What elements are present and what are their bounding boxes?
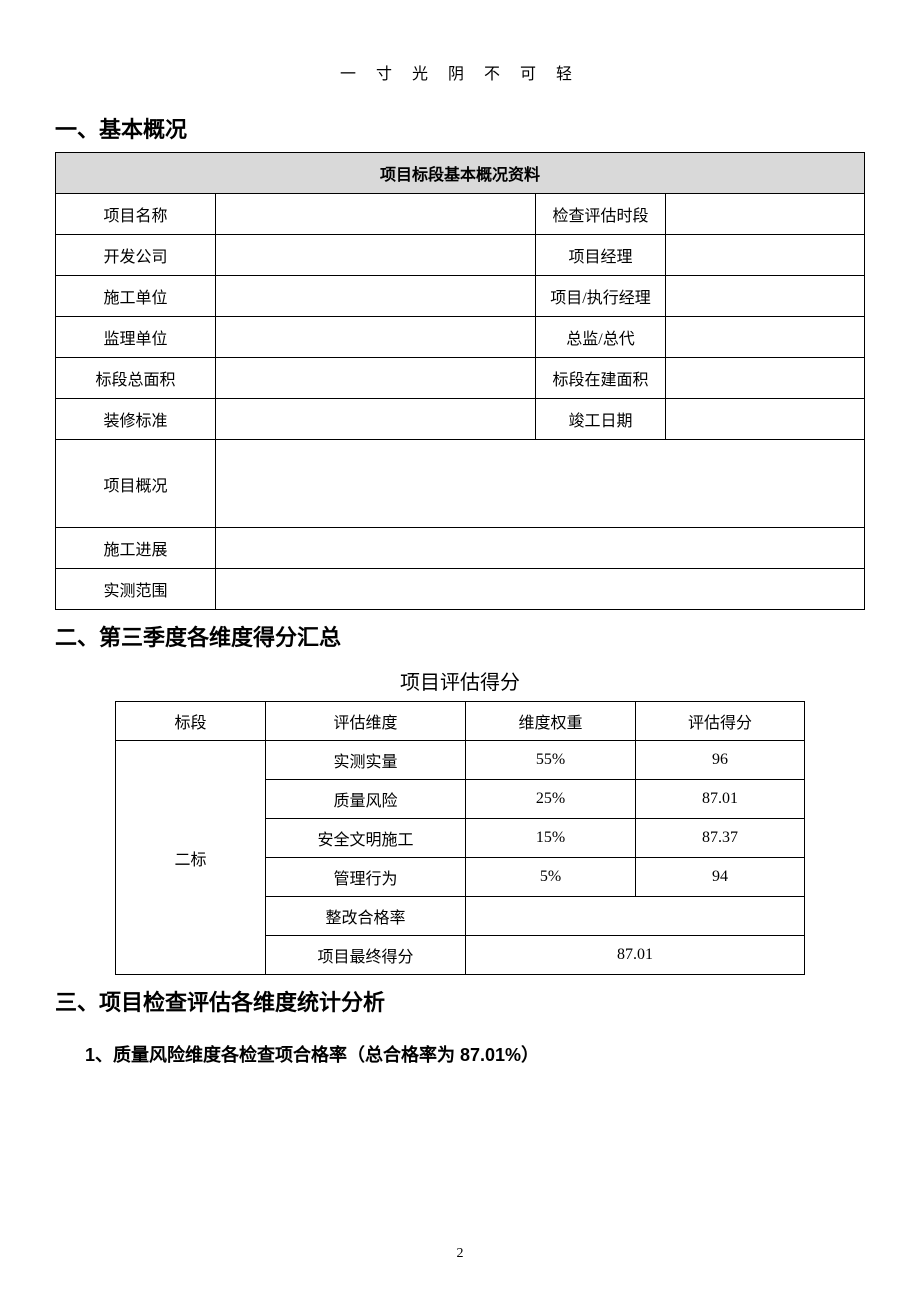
t2-dim: 整改合格率	[266, 897, 466, 936]
t2-final-label: 项目最终得分	[266, 936, 466, 975]
page-motto: 一 寸 光 阴 不 可 轻	[55, 60, 865, 84]
t1-label: 标段总面积	[56, 358, 216, 399]
t1-label: 总监/总代	[536, 317, 666, 358]
t1-label: 开发公司	[56, 235, 216, 276]
table-row: 施工单位 项目/执行经理	[56, 276, 865, 317]
t2-weight: 15%	[466, 819, 636, 858]
table-row: 二标 实测实量 55% 96	[116, 741, 805, 780]
t1-value	[216, 235, 536, 276]
score-table: 标段 评估维度 维度权重 评估得分 二标 实测实量 55% 96 质量风险 25…	[115, 701, 805, 975]
subheading-1: 1、质量风险维度各检查项合格率（总合格率为 87.01%）	[85, 1041, 865, 1067]
table-row: 项目名称 检查评估时段	[56, 194, 865, 235]
t1-label: 项目概况	[56, 440, 216, 528]
t1-value	[216, 399, 536, 440]
t2-dim: 质量风险	[266, 780, 466, 819]
t2-score: 87.01	[636, 780, 805, 819]
t1-value	[216, 276, 536, 317]
heading-1: 一、基本概况	[55, 112, 865, 144]
t1-label: 标段在建面积	[536, 358, 666, 399]
table-header-row: 标段 评估维度 维度权重 评估得分	[116, 702, 805, 741]
table2-title: 项目评估得分	[55, 666, 865, 695]
t1-value	[216, 358, 536, 399]
t1-label: 项目名称	[56, 194, 216, 235]
t1-value	[666, 235, 865, 276]
page-number: 2	[0, 1246, 920, 1262]
basic-info-table: 项目标段基本概况资料 项目名称 检查评估时段 开发公司 项目经理 施工单位 项目…	[55, 152, 865, 610]
t1-label: 施工进展	[56, 528, 216, 569]
t2-score: 94	[636, 858, 805, 897]
t2-header: 维度权重	[466, 702, 636, 741]
table-row: 标段总面积 标段在建面积	[56, 358, 865, 399]
t1-label: 施工单位	[56, 276, 216, 317]
t1-value	[666, 358, 865, 399]
t1-value	[666, 194, 865, 235]
t2-dim: 实测实量	[266, 741, 466, 780]
table-row: 监理单位 总监/总代	[56, 317, 865, 358]
t1-label: 装修标准	[56, 399, 216, 440]
t2-header: 评估得分	[636, 702, 805, 741]
t2-weight: 55%	[466, 741, 636, 780]
table-row: 施工进展	[56, 528, 865, 569]
t2-final-value: 87.01	[466, 936, 805, 975]
t1-label: 检查评估时段	[536, 194, 666, 235]
table-row: 项目概况	[56, 440, 865, 528]
heading-3: 三、项目检查评估各维度统计分析	[55, 985, 865, 1017]
t2-header: 标段	[116, 702, 266, 741]
t1-value	[216, 440, 865, 528]
t2-score: 96	[636, 741, 805, 780]
t2-score: 87.37	[636, 819, 805, 858]
table-row: 实测范围	[56, 569, 865, 610]
t1-label: 竣工日期	[536, 399, 666, 440]
t1-label: 监理单位	[56, 317, 216, 358]
t1-label: 项目/执行经理	[536, 276, 666, 317]
t2-weight: 5%	[466, 858, 636, 897]
t1-value	[216, 528, 865, 569]
t2-section: 二标	[116, 741, 266, 975]
t1-label: 实测范围	[56, 569, 216, 610]
heading-2: 二、第三季度各维度得分汇总	[55, 620, 865, 652]
t1-value	[666, 317, 865, 358]
t2-dim: 安全文明施工	[266, 819, 466, 858]
t2-dim: 管理行为	[266, 858, 466, 897]
table-row: 装修标准 竣工日期	[56, 399, 865, 440]
t2-header: 评估维度	[266, 702, 466, 741]
t1-value	[216, 569, 865, 610]
t2-empty	[466, 897, 805, 936]
t1-value	[666, 399, 865, 440]
t1-label: 项目经理	[536, 235, 666, 276]
table1-title: 项目标段基本概况资料	[56, 153, 865, 194]
t1-value	[666, 276, 865, 317]
t1-value	[216, 194, 536, 235]
table-row: 开发公司 项目经理	[56, 235, 865, 276]
t1-value	[216, 317, 536, 358]
t2-weight: 25%	[466, 780, 636, 819]
